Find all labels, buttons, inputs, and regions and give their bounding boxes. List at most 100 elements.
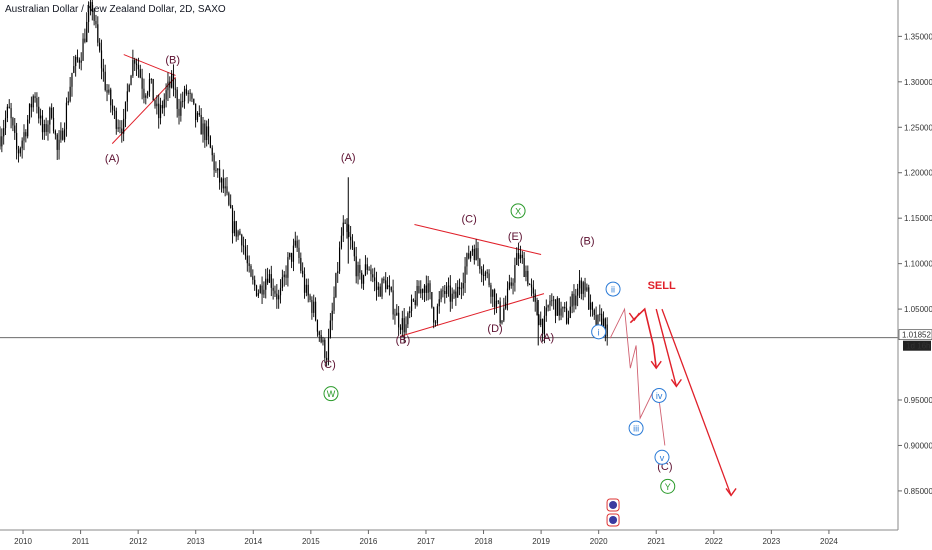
y-tick-label: 1.30000 xyxy=(904,78,932,87)
wave-circle xyxy=(510,203,526,219)
candle-body xyxy=(99,42,101,51)
candle-body xyxy=(375,280,378,290)
candle-body xyxy=(460,288,462,290)
candle-body xyxy=(195,103,197,120)
candle-body xyxy=(158,103,160,119)
candle-body xyxy=(409,311,411,314)
arrowhead-4 xyxy=(725,488,737,497)
annotations: SELL(B)(A) (A)(C)(B)(C)(E)(D)(A)(B)(C)WXY… xyxy=(105,55,676,527)
wave-circle-label: iv xyxy=(656,391,663,401)
wave-circle-label: v xyxy=(660,453,665,463)
candle-body xyxy=(571,293,573,307)
candle-body xyxy=(357,264,359,277)
candle-body xyxy=(241,234,243,246)
candle-body xyxy=(76,56,79,60)
candle-body xyxy=(270,274,272,288)
candle-body xyxy=(119,127,121,129)
candle-body xyxy=(300,257,302,271)
candle-body xyxy=(394,314,396,316)
candle-body xyxy=(123,118,125,134)
candle-body xyxy=(268,274,271,283)
candle-body xyxy=(540,318,542,325)
candle-body xyxy=(12,118,14,126)
candle-body xyxy=(573,293,575,306)
candle-body xyxy=(298,247,300,258)
y-tick-label: 1.05000 xyxy=(904,305,932,314)
candle-body xyxy=(591,302,594,310)
candle-body xyxy=(143,88,145,98)
candle-body xyxy=(322,339,324,343)
candle-body xyxy=(4,118,7,129)
candle-body xyxy=(324,339,326,358)
candle-body xyxy=(6,106,8,119)
candle-body xyxy=(530,284,533,288)
candle-body xyxy=(309,295,311,300)
candle-body xyxy=(233,221,235,234)
arrowhead-3 xyxy=(670,378,682,388)
triangle-lower-line-2012 xyxy=(111,76,176,144)
candle-body xyxy=(499,301,501,323)
candle-body xyxy=(353,247,355,257)
candle-body xyxy=(582,282,584,294)
candle-body xyxy=(176,89,178,109)
candle-body xyxy=(604,318,606,337)
candle-body xyxy=(423,285,426,293)
candle-body xyxy=(584,282,586,291)
candle-body xyxy=(486,272,488,274)
candle-body xyxy=(335,273,337,297)
candle-body xyxy=(172,73,175,89)
candle-body xyxy=(303,274,306,293)
candle-body xyxy=(482,274,485,276)
candle-body xyxy=(198,112,200,115)
wave-label: (C) xyxy=(320,359,335,371)
candle-body xyxy=(558,298,560,316)
candle-body xyxy=(553,299,555,301)
candle-body xyxy=(254,279,256,286)
candle-body xyxy=(569,306,571,318)
candle-body xyxy=(346,223,348,232)
chart-title: Australian Dollar / New Zealand Dollar, … xyxy=(5,4,226,15)
candle-body xyxy=(464,266,466,284)
candle-body xyxy=(65,102,68,130)
candle-body xyxy=(338,247,341,272)
y-tick-label: 0.95000 xyxy=(904,396,932,405)
candle-body xyxy=(14,125,16,133)
candle-body xyxy=(294,240,296,246)
candle-body xyxy=(113,109,116,111)
candle-body xyxy=(141,77,143,89)
candle-body xyxy=(63,129,66,140)
candle-body xyxy=(506,288,509,303)
candle-body xyxy=(431,291,433,308)
candle-body xyxy=(156,103,158,107)
candle-body xyxy=(106,90,108,93)
candle-body xyxy=(178,108,180,116)
candle-body xyxy=(51,107,53,118)
candle-body xyxy=(545,307,547,316)
candle-body xyxy=(361,272,363,284)
y-tick-label: 1.20000 xyxy=(904,169,932,178)
candle-body xyxy=(595,314,597,330)
candle-body xyxy=(78,59,80,63)
candle-body xyxy=(278,295,280,300)
candle-body xyxy=(516,253,518,266)
candle-body xyxy=(320,334,322,343)
candle-body xyxy=(503,308,505,321)
candle-body xyxy=(477,248,479,260)
candle-body xyxy=(348,231,350,237)
candle-body xyxy=(228,193,230,205)
candle-body xyxy=(23,132,25,141)
candle-body xyxy=(589,302,592,310)
wave-label: (B) xyxy=(580,236,595,248)
candle-body xyxy=(290,252,293,262)
candle-body xyxy=(398,312,400,328)
candle-body xyxy=(250,265,252,277)
candle-body xyxy=(191,93,193,99)
candle-body xyxy=(246,255,248,264)
candle-body xyxy=(196,112,199,120)
candle-body xyxy=(209,136,211,148)
wave-circle xyxy=(605,281,621,297)
candle-body xyxy=(385,280,387,290)
candle-body xyxy=(377,286,379,290)
arrowhead-2 xyxy=(650,360,662,370)
